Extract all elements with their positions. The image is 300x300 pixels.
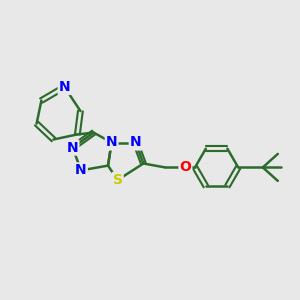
Text: N: N [75, 164, 87, 177]
Text: N: N [130, 136, 141, 149]
Text: N: N [59, 80, 70, 94]
Text: N: N [106, 136, 117, 149]
Text: O: O [179, 160, 191, 174]
Text: S: S [112, 173, 123, 187]
Text: N: N [67, 141, 78, 154]
